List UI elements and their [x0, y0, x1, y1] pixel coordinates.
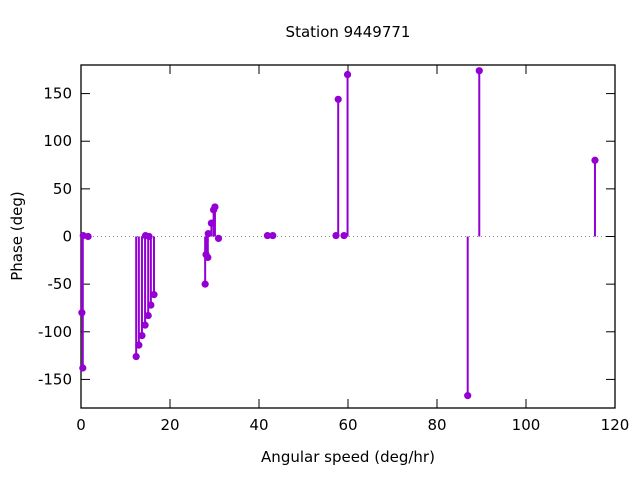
data-point [135, 341, 143, 349]
data-point [214, 234, 223, 243]
x-axis-label: Angular speed (deg/hr) [261, 448, 435, 466]
data-point [78, 309, 86, 317]
y-axis-label: Phase (deg) [8, 191, 26, 281]
data-point [79, 364, 87, 372]
data-point [147, 301, 155, 309]
data-point [145, 232, 153, 241]
data-point [204, 253, 212, 262]
data-point [150, 291, 158, 299]
data-point [332, 231, 340, 240]
data-point [340, 231, 348, 240]
data-point [591, 156, 599, 164]
data-point [144, 311, 152, 320]
data-point [138, 331, 146, 340]
y-tick-label: -150 [38, 370, 72, 388]
y-tick-label: -100 [38, 323, 72, 341]
x-tick-label: 0 [76, 416, 86, 434]
data-point [132, 352, 140, 361]
data-point [141, 321, 149, 329]
data-point [201, 280, 209, 288]
data-point [263, 231, 272, 240]
y-tick-label: 100 [43, 132, 72, 150]
data-point [204, 230, 212, 238]
x-tick-label: 80 [427, 416, 446, 434]
y-tick-label: 50 [53, 180, 72, 198]
data-point [343, 70, 352, 79]
x-tick-label: 120 [601, 416, 630, 434]
y-tick-label: 150 [43, 85, 72, 103]
plot-area: 0 20 40 60 80 100 120 -150 -100 -50 0 50 100 150 [38, 64, 630, 434]
data-point [334, 95, 342, 103]
chart-title: Station 9449771 [286, 23, 411, 41]
data-point [211, 203, 219, 211]
data-point [84, 232, 92, 241]
y-tick-label: 0 [62, 228, 72, 246]
data-point [269, 231, 277, 240]
data-point [464, 392, 472, 400]
data-point [207, 219, 215, 227]
x-tick-label: 20 [160, 416, 179, 434]
y-tick-label: -50 [48, 275, 73, 293]
x-tick-label: 40 [249, 416, 268, 434]
x-tick-label: 100 [512, 416, 541, 434]
x-tick-label: 60 [338, 416, 357, 434]
data-point [475, 67, 483, 75]
